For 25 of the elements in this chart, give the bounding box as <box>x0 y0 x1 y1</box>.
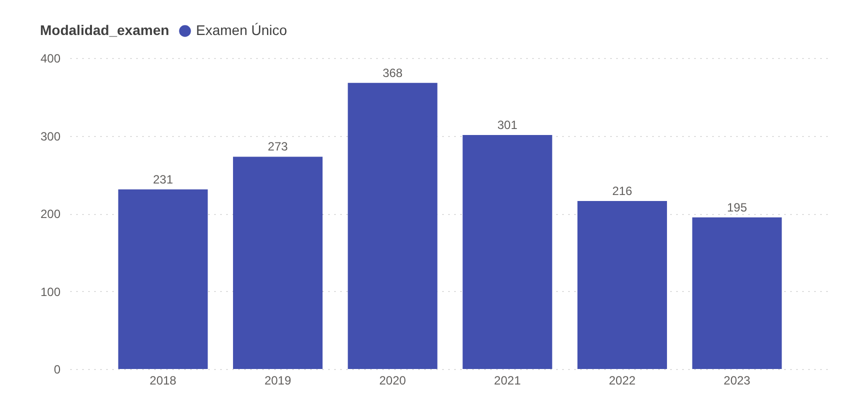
bar <box>348 82 438 369</box>
x-tick-label: 2020 <box>379 374 406 388</box>
y-tick-label: 100 <box>40 284 61 299</box>
legend-title: Modalidad_examen <box>40 22 170 38</box>
x-tick-label: 2018 <box>150 374 177 388</box>
bar <box>692 217 782 369</box>
x-tick-label: 2023 <box>724 374 751 388</box>
bar <box>462 134 552 369</box>
data-label: 368 <box>382 66 403 80</box>
legend-label: Examen Único <box>196 22 288 38</box>
y-tick-label: 400 <box>40 52 61 66</box>
bar <box>233 156 323 369</box>
x-tick-label: 2022 <box>608 374 636 388</box>
y-tick-label: 300 <box>40 129 61 144</box>
bar <box>118 189 208 369</box>
bar <box>577 201 667 369</box>
data-label: 216 <box>612 184 633 198</box>
data-label: 231 <box>152 172 174 186</box>
x-tick-label: 2019 <box>264 374 292 388</box>
data-label: 301 <box>497 118 518 132</box>
y-tick-label: 0 <box>54 362 61 376</box>
data-label: 195 <box>726 200 748 214</box>
x-tick-label: 2021 <box>494 374 522 388</box>
y-tick-label: 200 <box>40 207 61 221</box>
data-label: 273 <box>268 140 288 154</box>
